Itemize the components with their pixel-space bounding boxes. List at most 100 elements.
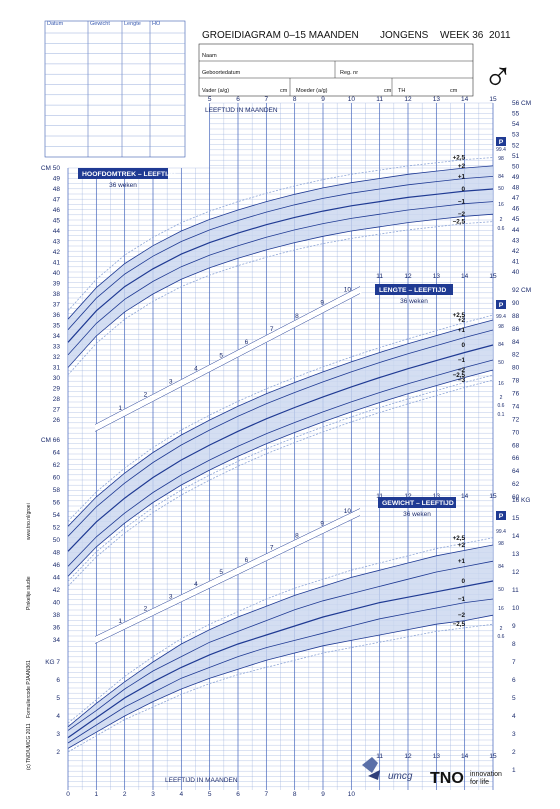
record-col-3: HO	[152, 21, 161, 27]
hc-ytick: 26	[53, 417, 61, 424]
hc-ytick-right: 55	[512, 111, 520, 118]
mid2-month-tick: 11	[376, 493, 383, 500]
age-axis-bottom-label: LEEFTIJD IN MAANDEN	[165, 777, 238, 784]
low-month-tick: 15	[489, 753, 497, 760]
wt-curve-5	[67, 614, 494, 749]
wt-percentile: 0.6	[498, 634, 505, 640]
hc-p-label: P	[499, 139, 504, 146]
weight-diagonal-num: 10	[344, 508, 352, 515]
weight-diagonal-edge2	[94, 515, 361, 644]
length-diagonal-num: 10	[344, 287, 352, 294]
len-curve-2	[67, 329, 494, 537]
hc-sd-label-0: +2,5	[453, 155, 466, 162]
top-month-tick: 6	[236, 96, 240, 103]
wt-curve-4	[67, 598, 494, 744]
bottom-month-tick: 1	[95, 791, 99, 798]
wt-ytick-right: 2	[512, 749, 516, 756]
top-month-tick: 9	[321, 96, 325, 103]
len-ytick-right: 90	[512, 300, 520, 307]
hc-ytick-right: 49	[512, 174, 520, 181]
len-subtitle: 36 weken	[400, 298, 428, 305]
mother-cm: cm	[384, 88, 392, 94]
wt-ytick-right: 1	[512, 767, 516, 774]
mid2-month-tick: 13	[433, 493, 441, 500]
len-percentile: 16	[498, 381, 504, 387]
hc-ytick-right: 54	[512, 121, 520, 128]
len-sd-label-4: −1	[458, 357, 466, 364]
hc-ytick-right: 46	[512, 206, 520, 213]
hc-ytick: 30	[53, 375, 61, 382]
len-curve-4	[67, 359, 494, 567]
len-ytick: 54	[53, 512, 61, 519]
mid-month-tick: 15	[489, 273, 497, 280]
url-text: www.tno.nl/groei	[26, 503, 32, 540]
hc-curve-1	[67, 165, 494, 320]
len-ytick-right: 92 CM	[512, 287, 531, 294]
length-diagonal-num: 6	[245, 339, 249, 346]
weight-diagonal-num: 4	[194, 581, 198, 588]
hc-ytick: 47	[53, 197, 61, 204]
hc-ytick: 39	[53, 281, 61, 288]
wt-ytick-right: 9	[512, 623, 516, 630]
length-diagonal-num: 2	[144, 392, 148, 399]
len-sd-label-3: 0	[461, 342, 465, 349]
weight-diagonal-num: 1	[118, 618, 122, 625]
wt-curve-3	[67, 580, 494, 739]
wt-percentile: 98	[498, 541, 504, 547]
wt-ytick-right: 11	[512, 587, 519, 594]
mother-label: Moeder (a/g)	[296, 88, 328, 94]
copyright-text: (c) TNO/UMCG 2011	[26, 723, 32, 770]
low-month-tick: 12	[404, 753, 412, 760]
low-month-tick: 13	[433, 753, 441, 760]
hc-curve-3	[67, 188, 494, 343]
weight-diagonal-num: 9	[320, 520, 324, 527]
len-band	[68, 320, 493, 577]
low-month-tick: 14	[461, 753, 469, 760]
study-text: Pinkeltje studie	[26, 576, 32, 610]
wt-ytick-right: 4	[512, 713, 516, 720]
len-ytick: 50	[53, 537, 61, 544]
hc-percentile: 16	[498, 202, 504, 208]
wt-ytick: 6	[56, 677, 60, 684]
tno-tagline-1: innovation	[470, 771, 502, 778]
len-curve-1	[67, 319, 494, 527]
len-curve-0	[67, 314, 494, 522]
len-ytick-right: 66	[512, 455, 520, 462]
hc-badge	[78, 168, 168, 179]
reg-label: Reg. nr	[340, 70, 358, 76]
len-badge	[375, 284, 453, 295]
male-symbol-icon: ♂	[483, 55, 513, 99]
len-ytick: 62	[53, 462, 61, 469]
wt-sd-label-5: −2	[458, 612, 466, 619]
record-col-2: Lengte	[124, 21, 141, 27]
len-ytick-right: 60	[512, 494, 520, 501]
year-label: 2011	[489, 30, 511, 41]
len-curve-7	[67, 379, 494, 587]
gender-label: JONGENS	[380, 30, 429, 41]
top-month-tick: 7	[265, 96, 269, 103]
length-diagonal-num: 8	[295, 313, 299, 320]
wt-percentile: 2	[500, 626, 503, 632]
hc-ytick-right: 56 CM	[512, 100, 531, 107]
weight-diagonal-num: 2	[144, 606, 148, 613]
wt-ytick-right: 5	[512, 695, 516, 702]
umcg-logo-text: umcg	[388, 771, 413, 782]
len-title: LENGTE – LEEFTIJD	[379, 287, 446, 294]
weight-diagonal-num: 3	[169, 593, 173, 600]
bottom-month-tick: 4	[180, 791, 184, 798]
len-percentile: 50	[498, 360, 504, 366]
hc-curve-0	[67, 157, 494, 312]
top-month-tick: 11	[376, 96, 383, 103]
hc-ytick-right: 53	[512, 132, 520, 139]
len-percentile: 0.6	[498, 403, 505, 409]
len-p-badge	[496, 300, 506, 309]
weight-diagonal-num: 7	[270, 545, 274, 552]
len-ytick-right: 84	[512, 339, 520, 346]
hc-ytick: 34	[53, 333, 61, 340]
hc-subtitle: 36 weken	[109, 182, 137, 189]
tno-logo: TNO innovation for life	[430, 770, 502, 787]
len-sd-label-6: −2,5	[453, 372, 466, 379]
hc-ytick: 38	[53, 291, 61, 298]
